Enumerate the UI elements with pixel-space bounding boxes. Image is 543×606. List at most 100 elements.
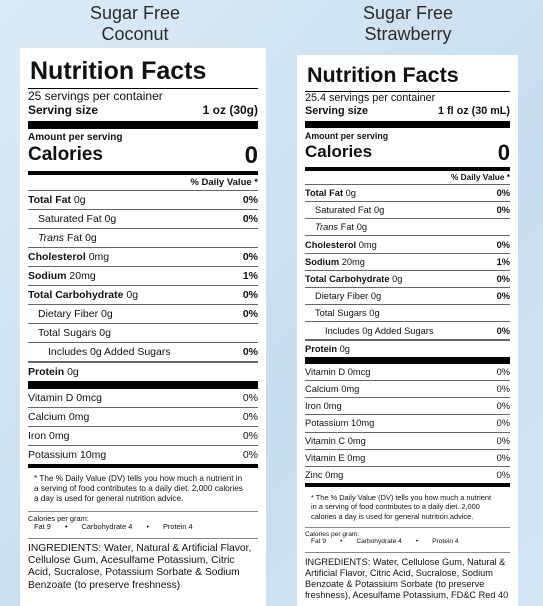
- nutrient-amount: 0g: [356, 222, 368, 233]
- vitamin-amount: 0mg: [323, 401, 342, 412]
- nutrient: Sodium 20mg: [28, 270, 96, 282]
- nutrient-name: Protein: [305, 343, 338, 354]
- nutrient: Protein 0g: [305, 344, 350, 354]
- calories-per-gram-item: Fat 9: [311, 538, 327, 546]
- vitamin-amount: 0mg: [49, 429, 70, 442]
- vitamin-dv: 0%: [496, 401, 510, 412]
- nutrient-row: Total Sugars 0g: [305, 304, 510, 321]
- servings: 25 servings per container: [28, 89, 163, 103]
- vitamin-amount: 0mcg: [347, 366, 371, 377]
- vitamin: Calcium 0mg: [28, 411, 89, 423]
- vitamin: Vitamin D 0mcg: [305, 367, 370, 377]
- nutrient-amount: 0g: [369, 308, 380, 319]
- nutrient-name: Cholesterol: [305, 239, 357, 250]
- calories-per-gram-item: Fat 9: [34, 522, 51, 532]
- vitamin-dv: 0%: [496, 435, 510, 446]
- nutrient-dv: 0%: [242, 288, 258, 301]
- thick-bar: [28, 120, 258, 129]
- nutrition-label: Nutrition Facts 25 servings per container…: [20, 48, 266, 606]
- amount-per-serving: Amount per serving: [305, 130, 389, 141]
- nutrient-row: Sodium 20mg 1%: [28, 265, 258, 285]
- nutrient-dv: 0%: [242, 250, 258, 263]
- thick-bar: [305, 120, 510, 128]
- calories-per-gram-item: Protein 4: [432, 538, 459, 546]
- nutrient-amount: 0g: [373, 205, 385, 216]
- vitamin-row: Potassium 10mg 0%: [28, 444, 258, 464]
- thick-bar: [305, 356, 510, 364]
- nutrient: Sodium 20mg: [305, 257, 365, 267]
- nutrient-amount: 0g: [345, 188, 356, 198]
- nutrient-dv: 0%: [496, 239, 510, 250]
- heading: Nutrition Facts: [30, 57, 207, 85]
- vitamin-row: Calcium 0mg 0%: [28, 406, 258, 426]
- vitamin-amount: 0mg: [325, 470, 344, 480]
- nutrient-row: Includes 0g Added Sugars 0%: [305, 321, 510, 338]
- rule: [305, 552, 510, 553]
- vitamin-row: Calcium 0mg 0%: [305, 379, 510, 397]
- vitamin-dv: 0%: [242, 429, 258, 442]
- servings: 25.4 servings per container: [305, 91, 436, 104]
- calories-per-gram-item: Carbohydrate 4: [356, 538, 402, 546]
- nutrient: Total Carbohydrate 0g: [28, 289, 138, 301]
- vitamin-row: Iron 0mg 0%: [28, 425, 258, 445]
- vitamin-name: Iron: [305, 401, 322, 412]
- rule: [28, 537, 258, 539]
- nutrient: Total Carbohydrate 0g: [305, 274, 402, 284]
- nutrient-name: Total Sugars: [315, 308, 367, 319]
- medium-bar: [28, 463, 258, 468]
- vitamin-name: Vitamin D: [28, 391, 74, 404]
- line: [305, 90, 510, 92]
- vitamin-name: Iron: [28, 429, 47, 442]
- nutrient-name: Cholesterol: [28, 250, 86, 263]
- nutrient: Dietary Fiber 0g: [315, 291, 381, 301]
- vitamin-amount: 0mg: [347, 435, 366, 446]
- medium-bar: [305, 483, 510, 488]
- nutrient: Saturated Fat 0g: [315, 205, 384, 215]
- nutrient-row: Trans Fat 0g: [28, 227, 258, 247]
- calories-row: Calories 0: [305, 141, 510, 164]
- vitamin: Zinc 0mg: [305, 470, 343, 480]
- nutrient-prefix: Trans: [315, 222, 339, 233]
- nutrient-name: Sodium: [28, 269, 67, 282]
- serving-size: 1 oz (30g): [202, 103, 258, 118]
- nutrient-amount: 0g: [99, 326, 111, 339]
- vitamin-amount: 0mg: [341, 384, 360, 395]
- nutrient-name: Total Carbohydrate: [305, 273, 390, 284]
- calories-per-gram-title: Calories per gram:: [28, 513, 89, 523]
- nutrient-row: Dietary Fiber 0g 0%: [305, 287, 510, 304]
- vitamin-row: Zinc 0mg 0%: [305, 465, 510, 483]
- nutrient-name: Sodium: [305, 256, 340, 267]
- nutrient-amount: 20mg: [341, 256, 365, 267]
- nutrient-amount: 0mg: [88, 250, 110, 263]
- nutrient-row: Trans Fat 0g: [305, 218, 510, 235]
- vitamin-row: Vitamin D 0mcg 0%: [28, 389, 258, 407]
- calories-per-gram: Fat 9 • Carbohydrate 4 • Protein 4: [28, 523, 258, 532]
- nutrient-row: Total Fat 0g 0%: [28, 189, 258, 209]
- serving-size-row: Serving size 1 fl oz (30 mL): [305, 105, 510, 118]
- nutrient: Trans Fat 0g: [315, 222, 367, 232]
- vitamin-name: Vitamin C: [305, 435, 346, 446]
- nutrient-name: Saturated Fat: [315, 205, 372, 216]
- nutrient-dv: 0%: [242, 307, 258, 320]
- vitamin-row: Vitamin E 0mg 0%: [305, 448, 510, 466]
- nutrient-name: Dietary Fiber: [315, 291, 369, 302]
- calories-label: Calories: [305, 142, 373, 162]
- nutrient-amount: 0g: [101, 307, 113, 320]
- vitamin: Iron 0mg: [305, 401, 342, 411]
- vitamin-dv: 0%: [496, 366, 510, 377]
- dv-header: % Daily Value *: [190, 176, 258, 188]
- calories-label: Calories: [28, 144, 103, 166]
- ingredients: INGREDIENTS: Water, Natural & Artificial…: [28, 542, 252, 591]
- vitamin: Vitamin D 0mcg: [28, 392, 102, 404]
- medium-bar: [305, 166, 510, 171]
- calories-per-gram-item: •: [415, 538, 419, 546]
- nutrient-row: Includes 0g Added Sugars 0%: [28, 341, 258, 361]
- vitamin-row: Vitamin D 0mcg 0%: [305, 364, 510, 380]
- calories-per-gram-item: Protein 4: [162, 522, 193, 532]
- calories-per-gram-item: •: [146, 522, 149, 532]
- nutrient-name: Fat: [66, 231, 83, 244]
- vitamin-amount: 0mg: [68, 410, 90, 423]
- nutrient-row: Cholesterol 0mg 0%: [305, 235, 510, 252]
- nutrient-row: Saturated Fat 0g 0%: [28, 208, 258, 228]
- nutrient-name: Total Fat: [305, 188, 344, 198]
